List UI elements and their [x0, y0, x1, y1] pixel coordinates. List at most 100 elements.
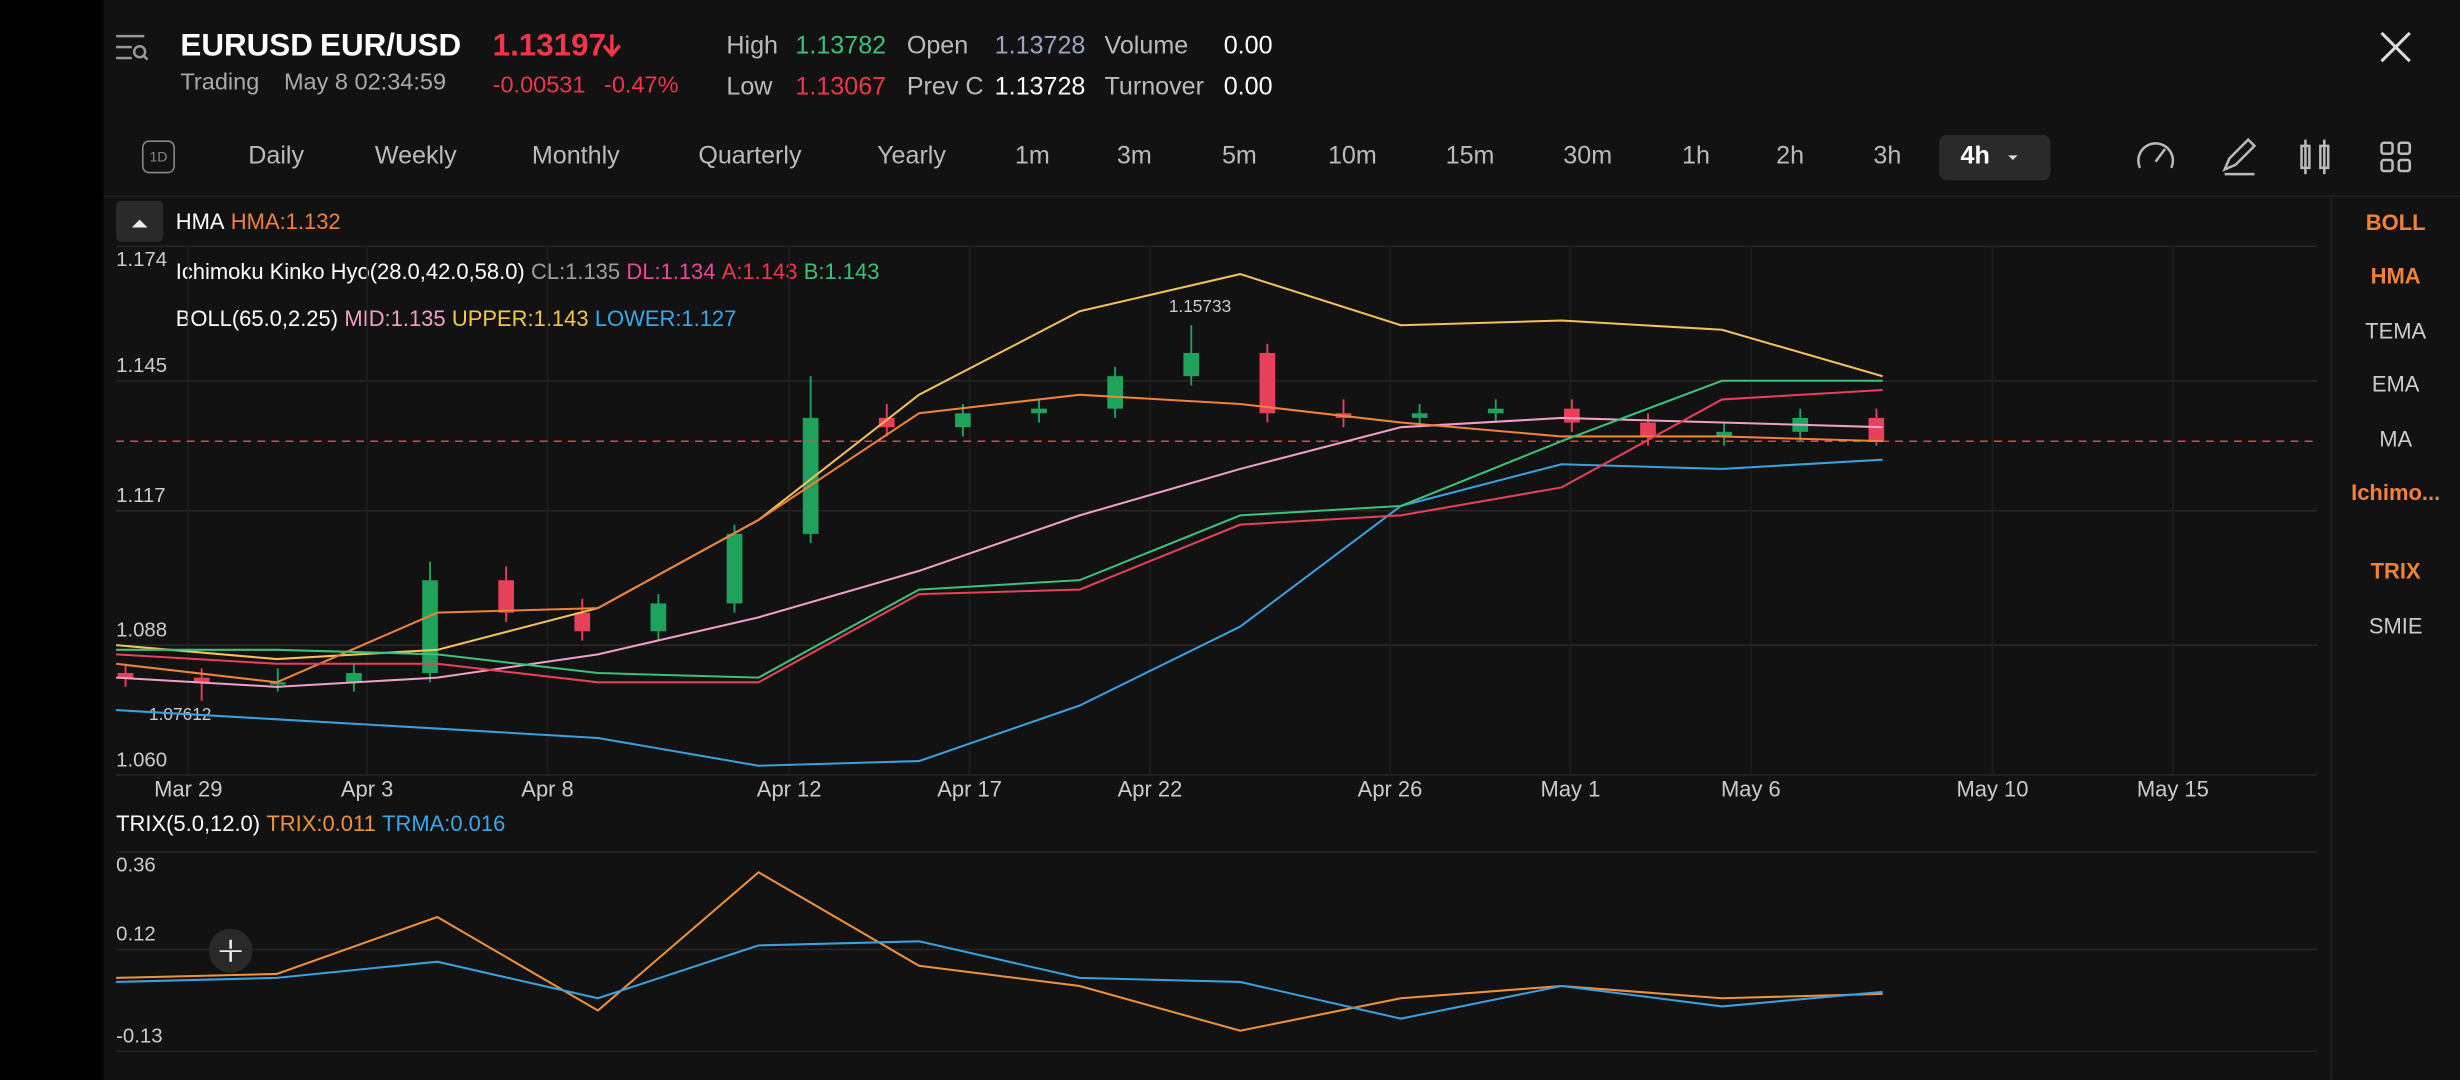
- left-bar: [0, 0, 104, 1080]
- legend-title: BOLL(65.0,2.25): [176, 306, 338, 331]
- stat-label: Turnover: [1104, 72, 1203, 100]
- toolbar-icons[interactable]: [2137, 137, 2412, 176]
- timeframe-tab[interactable]: Daily: [248, 142, 304, 170]
- timeframe-tab[interactable]: Weekly: [375, 142, 457, 170]
- legend: TRIX(5.0,12.0) TRIX:0.011 TRMA:0.016: [116, 811, 505, 836]
- change: -0.00531: [493, 72, 586, 98]
- candle-body: [650, 603, 667, 632]
- legend-item: A:1.143: [722, 259, 798, 284]
- x-tick-label: Apr 17: [937, 776, 1002, 801]
- legend-item: DL:1.134: [626, 259, 715, 284]
- y-tick-label: 1.117: [116, 485, 165, 507]
- indicator-line: [116, 458, 1883, 767]
- stat-label: Low: [726, 72, 773, 100]
- indicator-menu-item[interactable]: TRIX: [2371, 558, 2421, 583]
- annotation: 1.15733: [1169, 296, 1231, 316]
- candle-body: [1487, 408, 1504, 414]
- timeframe-tab[interactable]: 5m: [1222, 142, 1257, 170]
- indicator-menu-item[interactable]: HMA: [2371, 263, 2421, 288]
- timeframe-tab[interactable]: 2h: [1776, 142, 1804, 170]
- timeframe-tab[interactable]: Quarterly: [698, 142, 802, 170]
- y-tick-label: 1.060: [116, 749, 167, 771]
- symbol-name: EUR/USD: [320, 27, 461, 62]
- x-tick-label: Apr 26: [1358, 776, 1423, 801]
- x-tick-label: Apr 8: [521, 776, 573, 801]
- close-button[interactable]: [2380, 31, 2411, 63]
- y-tick-label: 0.36: [116, 854, 156, 876]
- legend-item: UPPER:1.143: [452, 306, 589, 331]
- timeframe-tab[interactable]: 1h: [1682, 142, 1710, 170]
- indicator-menu-item[interactable]: EMA: [2372, 372, 2420, 397]
- candle-body: [802, 417, 819, 534]
- candle-body: [1031, 408, 1047, 414]
- legend: Ichimoku Kinko Hyo(28.0,42.0,58.0) CL:1.1…: [176, 259, 880, 284]
- timeframe-tab[interactable]: Yearly: [877, 142, 946, 170]
- indicator-line: [116, 871, 1883, 1032]
- candle-body: [1411, 413, 1428, 418]
- candle-body: [117, 672, 134, 678]
- x-tick-label: May 6: [1721, 776, 1781, 801]
- legend-item: CL:1.135: [531, 259, 620, 284]
- stat-label: Volume: [1104, 32, 1188, 60]
- time: May 8 02:34:59: [284, 68, 446, 94]
- candle-body: [346, 672, 362, 683]
- indicator-line: [116, 416, 1883, 688]
- timeframe-tab[interactable]: 3m: [1117, 142, 1152, 170]
- timeframe-tab[interactable]: 30m: [1563, 142, 1612, 170]
- candle-body: [1564, 408, 1580, 423]
- candle-body: [1107, 376, 1123, 409]
- selected-tab-bg: [1939, 134, 2051, 181]
- indicator-menu-item[interactable]: MA: [2379, 427, 2412, 452]
- timeframe-tab[interactable]: 1m: [1015, 142, 1050, 170]
- candle-body: [955, 413, 971, 428]
- stat-label: Open: [907, 32, 968, 60]
- candle-body: [878, 417, 895, 428]
- timeframe-tab[interactable]: 4h: [1961, 142, 1990, 170]
- indicator-menu-item[interactable]: SMIE: [2369, 613, 2423, 638]
- y-tick-label: 1.145: [116, 355, 167, 377]
- add-icon: [219, 939, 242, 962]
- collapse-arrow: [131, 219, 148, 228]
- indicator-menu-item[interactable]: Ichimo...: [2351, 480, 2440, 505]
- stat-value: 1.13782: [795, 32, 886, 60]
- y-tick-label: 1.088: [116, 619, 167, 641]
- legend-item: MID:1.135: [344, 306, 445, 331]
- 1d-icon[interactable]: [141, 140, 175, 174]
- candle-body: [1640, 422, 1656, 437]
- stat-label: High: [726, 32, 778, 60]
- candle-body: [498, 580, 514, 613]
- menu-icon[interactable]: [116, 34, 149, 61]
- x-tick-label: May 1: [1541, 776, 1601, 801]
- indicator-menu-item[interactable]: BOLL: [2366, 210, 2426, 235]
- candle-body: [726, 533, 743, 604]
- 1d-icon-label: 1D: [149, 148, 167, 164]
- candle-body: [269, 682, 286, 685]
- candle-body: [574, 612, 591, 632]
- change-pct: -0.47%: [604, 72, 679, 98]
- x-tick-label: Mar 29: [154, 776, 222, 801]
- x-tick-label: Apr 12: [757, 776, 822, 801]
- indicator-line: [116, 273, 1883, 661]
- timeframe-tab[interactable]: Monthly: [532, 142, 620, 170]
- indicator-line: [116, 940, 1883, 1020]
- timeframe-tab[interactable]: 15m: [1446, 142, 1495, 170]
- legend-title: Ichimoku Kinko Hyo(28.0,42.0,58.0): [176, 259, 525, 284]
- timeframe-tab[interactable]: 10m: [1328, 142, 1377, 170]
- y-tick-label: 1.174: [116, 249, 167, 271]
- y-tick-label: 0.12: [116, 924, 156, 946]
- y-tick-label: -0.13: [116, 1025, 162, 1047]
- stat-value: 1.13067: [795, 72, 886, 100]
- indicator-menu-item[interactable]: TEMA: [2365, 318, 2426, 343]
- candle-body: [1868, 417, 1885, 442]
- candle-body: [1259, 352, 1276, 414]
- status: Trading: [180, 68, 259, 94]
- down-arrow: [602, 34, 622, 58]
- legend: HMA HMA:1.132: [176, 209, 341, 234]
- timeframe-tab[interactable]: 3h: [1873, 142, 1901, 170]
- indicator-line: [116, 379, 1883, 679]
- x-tick-label: Apr 3: [341, 776, 393, 801]
- indicator-line: [115, 393, 1883, 684]
